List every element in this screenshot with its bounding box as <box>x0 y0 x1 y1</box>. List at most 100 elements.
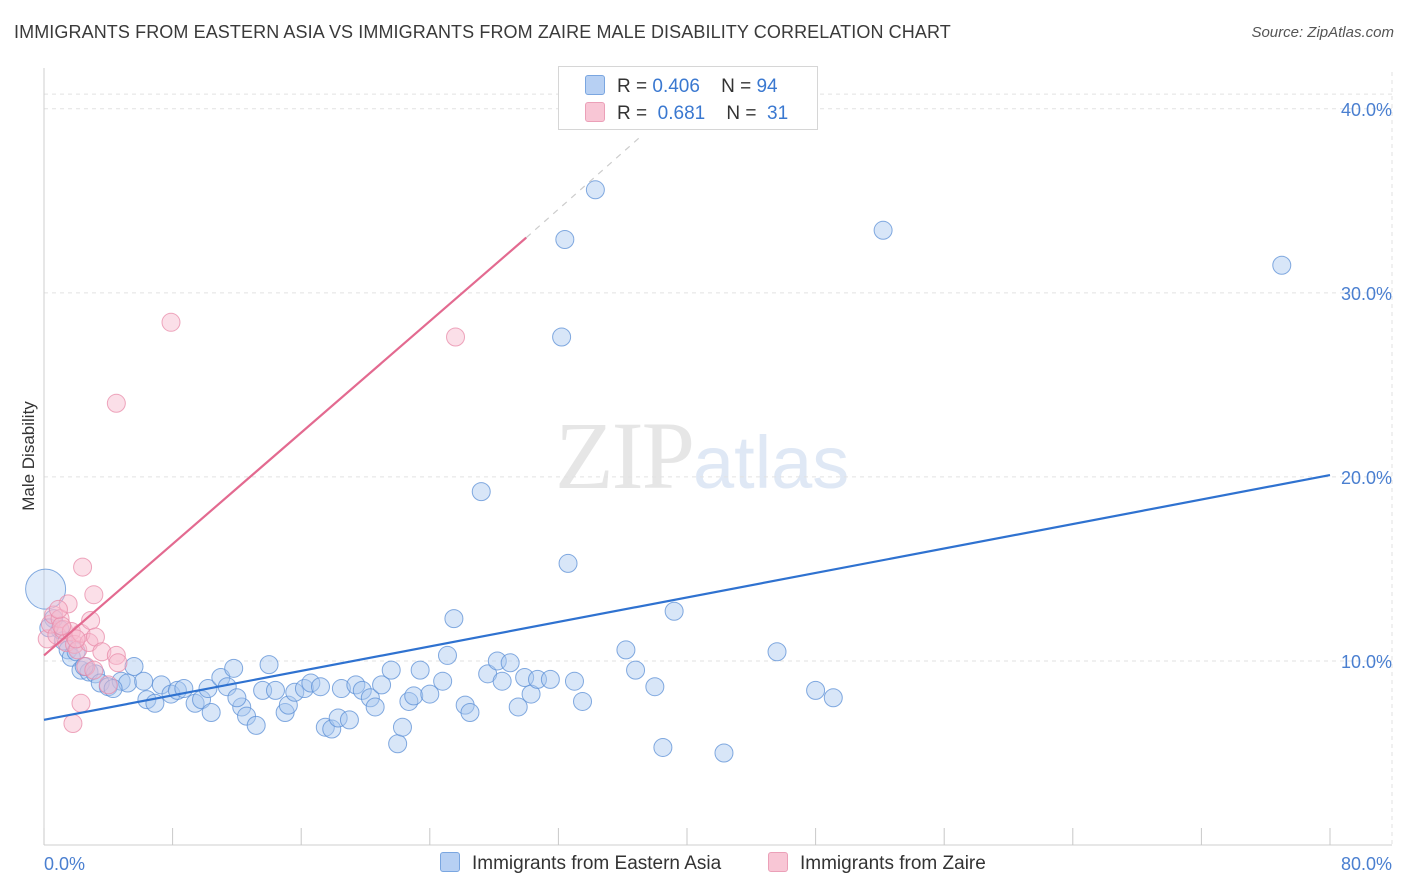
eastern-asia-point-72 <box>540 669 560 689</box>
eastern-asia-point-22 <box>185 693 205 713</box>
eastern-asia-point-51 <box>381 660 401 680</box>
eastern-asia-point-34 <box>265 680 285 700</box>
eastern-asia-point-67 <box>500 653 520 673</box>
zaire-point-7 <box>58 594 78 614</box>
eastern-asia-point-14 <box>124 656 144 676</box>
eastern-asia-point-63 <box>471 482 491 502</box>
zaire-point-21 <box>106 645 126 665</box>
eastern-asia-point-46 <box>346 675 366 695</box>
zaire-point-14 <box>79 633 99 653</box>
eastern-asia-point-45 <box>339 710 359 730</box>
trend-lines <box>43 137 1331 721</box>
x-tick-label-1: 80.0% <box>1341 854 1392 874</box>
eastern-asia-point-56 <box>410 660 430 680</box>
legend-row-zaire: R = 0.681 N = 31 <box>585 102 788 128</box>
eastern-asia-point-77 <box>573 691 593 711</box>
eastern-asia-point-0 <box>25 568 67 610</box>
y-tick-label-3: 40.0% <box>1341 100 1392 120</box>
eastern-asia-point-86 <box>806 680 826 700</box>
eastern-asia-point-55 <box>404 686 424 706</box>
eastern-asia-point-25 <box>201 702 221 722</box>
zaire-point-12 <box>73 557 93 577</box>
eastern-asia-point-52 <box>388 734 408 754</box>
bottom-legend-eastern-asia: Immigrants from Eastern Asia <box>440 852 721 875</box>
watermark: ZIPatlas <box>555 400 849 511</box>
eastern-asia-point-31 <box>246 715 266 735</box>
zaire-point-18 <box>84 585 104 605</box>
eastern-asia-point-49 <box>365 697 385 717</box>
eastern-asia-point-84 <box>714 743 734 763</box>
eastern-asia-point-93 <box>227 688 247 708</box>
legend-n-value: 31 <box>767 103 789 124</box>
eastern-asia-point-80 <box>626 660 646 680</box>
y-tick-label-2: 30.0% <box>1341 284 1392 304</box>
legend-r-label: R = <box>617 103 648 124</box>
zaire-point-30 <box>66 629 86 649</box>
legend-row-eastern-asia: R = 0.406 N = 94 <box>585 75 778 101</box>
eastern-asia-point-37 <box>285 682 305 702</box>
eastern-asia-point-33 <box>259 655 279 675</box>
legend-r-label: R = <box>617 76 648 97</box>
eastern-asia-point-48 <box>360 688 380 708</box>
series-name: Immigrants from Zaire <box>800 853 986 874</box>
eastern-asia-point-44 <box>331 679 351 699</box>
zaire-point-28 <box>52 616 72 636</box>
x-tick-label-0: 0.0% <box>44 854 85 874</box>
trend-extension-zaire <box>525 137 640 239</box>
trend-line-zaire <box>43 236 527 657</box>
eastern-asia-point-74 <box>555 229 575 249</box>
grid-lines <box>44 72 1393 845</box>
eastern-asia-point-38 <box>294 679 314 699</box>
zaire-point-16 <box>84 660 104 680</box>
eastern-asia-point-29 <box>232 697 252 717</box>
eastern-asia-point-85 <box>767 642 787 662</box>
chart-title: IMMIGRANTS FROM EASTERN ASIA VS IMMIGRAN… <box>14 22 951 42</box>
eastern-asia-point-82 <box>653 737 673 757</box>
eastern-asia-point-78 <box>585 180 605 200</box>
eastern-asia-point-87 <box>823 688 843 708</box>
eastern-asia-point-89 <box>1272 255 1292 275</box>
eastern-asia-point-76 <box>564 671 584 691</box>
watermark-atlas: atlas <box>693 421 850 504</box>
eastern-asia-point-57 <box>420 684 440 704</box>
eastern-asia-point-68 <box>508 697 528 717</box>
eastern-asia-point-41 <box>315 717 335 737</box>
zaire-point-0 <box>37 629 57 649</box>
eastern-asia-point-75 <box>558 553 578 573</box>
eastern-asia-point-62 <box>460 702 480 722</box>
zaire-point-26 <box>71 693 91 713</box>
zaire-point-23 <box>106 393 126 413</box>
legend-n-label: N = <box>726 103 757 124</box>
eastern-asia-point-83 <box>664 601 684 621</box>
bottom-legend-zaire: Immigrants from Zaire <box>768 852 986 875</box>
eastern-asia-point-88 <box>873 220 893 240</box>
eastern-asia-point-12 <box>111 671 131 691</box>
zaire-point-20 <box>98 675 118 695</box>
eastern-asia-point-81 <box>645 677 665 697</box>
series-name: Immigrants from Eastern Asia <box>472 853 722 874</box>
legend-n-value: 94 <box>756 76 778 97</box>
eastern-asia-point-42 <box>322 719 342 739</box>
eastern-asia-point-53 <box>392 717 412 737</box>
eastern-asia-point-66 <box>492 671 512 691</box>
legend-r-value: 0.681 <box>657 103 706 124</box>
axes <box>43 68 1392 846</box>
series-eastern-asia-points <box>25 180 1292 763</box>
legend-r-value: 0.406 <box>652 76 700 97</box>
zaire-point-24 <box>161 312 181 332</box>
eastern-asia-point-50 <box>372 675 392 695</box>
correlation-legend: R = 0.406 N = 94 R = 0.681 N = 31 <box>558 66 818 130</box>
eastern-asia-point-59 <box>437 645 457 665</box>
y-tick-label-0: 10.0% <box>1341 652 1392 672</box>
zaire-point-29 <box>48 599 68 619</box>
zaire-point-25 <box>446 327 466 347</box>
eastern-asia-point-28 <box>224 658 244 678</box>
bottom-legend-swatch-pink <box>768 852 788 872</box>
bottom-legend-swatch-blue <box>440 852 460 872</box>
eastern-asia-point-58 <box>433 671 453 691</box>
eastern-asia-point-60 <box>444 609 464 629</box>
legend-n-label: N = <box>721 76 752 97</box>
eastern-asia-point-39 <box>301 673 321 693</box>
legend-swatch-pink <box>585 102 605 122</box>
eastern-asia-point-13 <box>118 673 138 693</box>
